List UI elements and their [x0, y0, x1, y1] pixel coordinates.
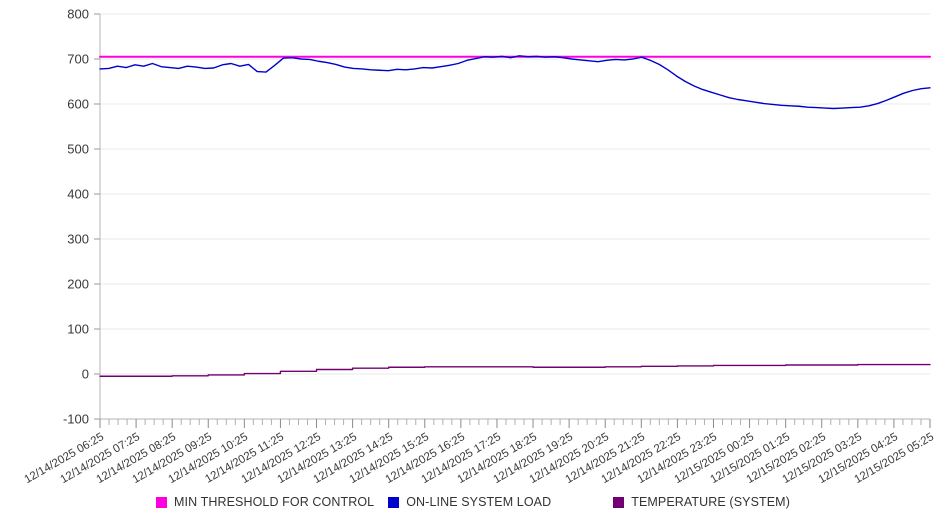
y-tick-label: -100 [63, 412, 89, 427]
legend-swatch-online-system-load [388, 496, 400, 508]
chart-legend: MIN THRESHOLD FOR CONTROL ON-LINE SYSTEM… [0, 495, 946, 509]
y-tick-label: 800 [67, 7, 89, 22]
y-tick-label: 300 [67, 232, 89, 247]
y-axis-tick-marks [94, 13, 100, 420]
y-tick-label: 500 [67, 142, 89, 157]
y-tick-label: 600 [67, 97, 89, 112]
legend-swatch-temperature-system [613, 496, 625, 508]
axis-lines [99, 14, 930, 420]
series-line-temperature-system [99, 363, 931, 377]
y-tick-label: 0 [82, 367, 89, 382]
legend-item-online-system-load[interactable]: ON-LINE SYSTEM LOAD [388, 495, 551, 509]
legend-item-temperature-system[interactable]: TEMPERATURE (SYSTEM) [613, 495, 790, 509]
y-tick-label: 200 [67, 277, 89, 292]
gridlines [100, 13, 930, 420]
legend-label-online-system-load: ON-LINE SYSTEM LOAD [406, 495, 552, 509]
series-line-on-line-system-load [99, 55, 931, 110]
data-series-group [99, 55, 931, 377]
y-tick-label: 100 [67, 322, 89, 337]
x-axis-minor-ticks [99, 419, 931, 428]
y-tick-label: 400 [67, 187, 89, 202]
legend-item-min-threshold[interactable]: MIN THRESHOLD FOR CONTROL [156, 495, 374, 509]
legend-label-min-threshold: MIN THRESHOLD FOR CONTROL [174, 495, 375, 509]
y-tick-label: 700 [67, 52, 89, 67]
y-axis-tick-labels: 800 700 600 500 400 300 200 100 0 -100 [63, 7, 89, 427]
legend-swatch-min-threshold [156, 496, 168, 508]
legend-label-temperature-system: TEMPERATURE (SYSTEM) [631, 495, 790, 509]
